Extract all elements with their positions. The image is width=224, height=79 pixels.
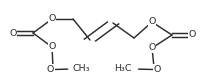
Text: O: O [48,15,56,23]
Text: O: O [47,65,54,74]
Text: O: O [48,43,56,52]
Text: O: O [9,29,17,38]
Text: H₃C: H₃C [114,64,132,73]
Text: O: O [148,18,156,26]
Text: O: O [148,44,156,53]
Text: CH₃: CH₃ [72,64,90,73]
Text: O: O [188,30,196,40]
Text: O: O [153,65,160,74]
